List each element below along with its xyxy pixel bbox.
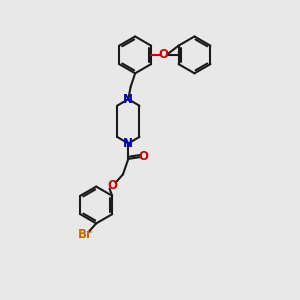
Text: Br: Br: [78, 228, 93, 241]
Text: O: O: [159, 48, 169, 62]
Text: N: N: [123, 137, 133, 150]
Text: O: O: [107, 179, 118, 192]
Text: N: N: [123, 93, 133, 106]
Text: O: O: [139, 150, 149, 163]
